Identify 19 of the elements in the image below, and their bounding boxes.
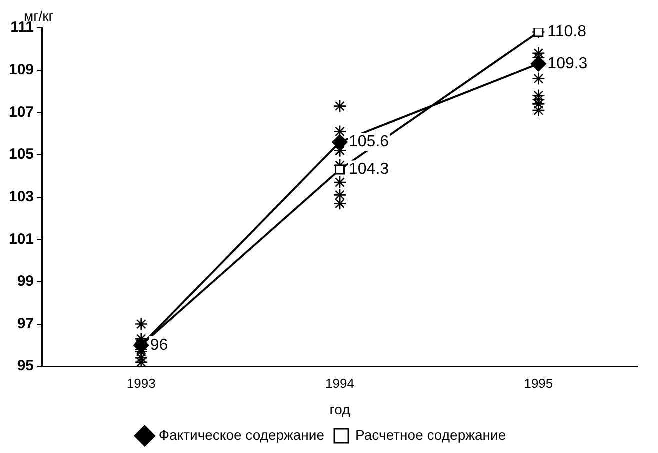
legend-label: Расчетное содержание <box>356 426 506 443</box>
x-axis-title: год <box>330 401 350 418</box>
data-label: 105.6 <box>349 134 390 151</box>
y-tick-label: 97 <box>17 315 34 332</box>
data-label: 96 <box>150 336 168 354</box>
x-tick-label: 1993 <box>126 376 156 391</box>
data-label: 109.3 <box>548 55 588 72</box>
y-tick-label: 99 <box>17 273 34 290</box>
legend-label: Фактическое содержание <box>158 426 325 443</box>
y-tick-label: 95 <box>17 358 34 375</box>
data-label: 110.8 <box>548 24 587 41</box>
x-tick-label: 1994 <box>326 376 354 391</box>
data-label: 104.3 <box>349 161 390 178</box>
y-tick-label: 109 <box>8 61 34 78</box>
y-tick-label: 103 <box>8 188 34 206</box>
y-tick-label: 107 <box>8 104 34 121</box>
x-tick-label: 1995 <box>524 376 554 391</box>
y-tick-label: 101 <box>8 230 34 248</box>
y-tick-label: 105 <box>8 146 34 164</box>
